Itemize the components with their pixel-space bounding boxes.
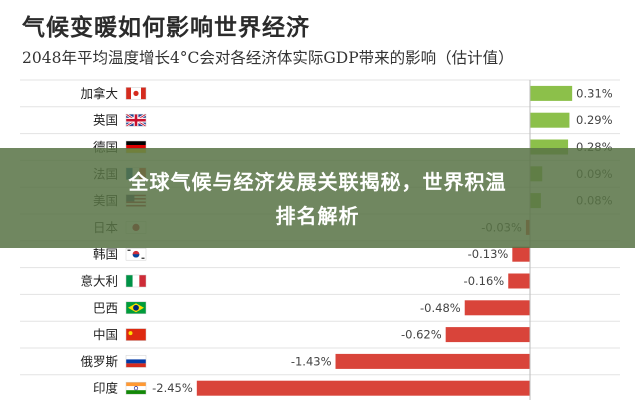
chart-subtitle: 2048年平均温度增长4°C会对各经济体实际GDP带来的影响（估计值） [22,49,514,67]
category-label: 英国 [93,113,118,128]
value-label: -0.48% [420,301,461,315]
value-label: 0.31% [576,86,613,100]
chart-title: 气候变暖如何影响世界经济 [22,15,310,41]
value-label: -0.16% [464,274,505,288]
flag-uk-icon [125,113,147,128]
flag-russia-icon [125,355,147,368]
flag-china-icon [125,328,147,341]
bar-9 [445,327,530,343]
bar-7 [508,273,530,289]
category-label: 巴西 [93,300,118,315]
value-label: -0.62% [401,328,442,342]
category-label: 意大利 [80,274,118,289]
headline-line-2: 排名解析 [275,204,360,228]
value-label: -0.13% [468,247,509,261]
flag-brazil-icon [125,301,147,315]
bar-10 [335,353,530,369]
bar-11 [196,380,531,396]
flag-korea-icon [125,247,147,261]
category-label: 俄罗斯 [80,354,118,369]
bar-0 [530,85,573,101]
category-label: 加拿大 [80,86,118,101]
bar-6 [512,246,530,262]
bar-8 [464,300,530,316]
value-label: -1.43% [291,354,332,368]
bar-1 [530,112,570,128]
value-label: 0.29% [576,113,613,127]
flag-canada-icon [125,87,147,100]
category-label: 韩国 [93,247,118,262]
headline-line-1: 全球气候与经济发展关联揭秘，世界积温 [128,170,507,194]
headline-banner: 全球气候与经济发展关联揭秘，世界积温 排名解析 [0,148,635,248]
flag-india-icon [125,381,147,395]
flag-italy-icon [125,274,147,288]
category-label: 印度 [93,381,119,396]
value-label: -2.45% [152,381,193,395]
category-label: 中国 [93,327,118,342]
